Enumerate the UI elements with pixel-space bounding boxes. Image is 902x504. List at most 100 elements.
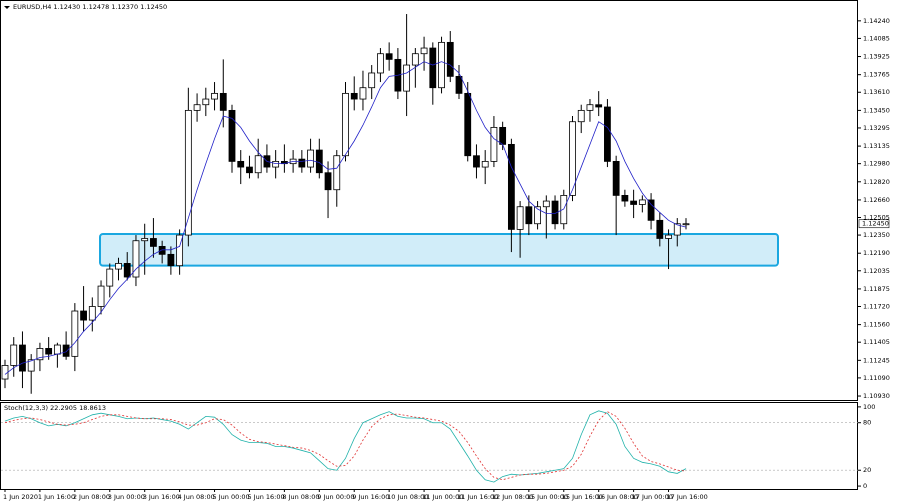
- y-tick-label: 1.11245: [863, 356, 890, 364]
- candle-body: [481, 160, 489, 168]
- candle-body: [604, 106, 611, 162]
- y-tick-label: 1.11560: [863, 321, 890, 329]
- stoch-frame: [0, 402, 858, 490]
- y-tick-label: 0: [863, 482, 867, 490]
- candle-body: [246, 166, 253, 174]
- y-tick-label: 1.11875: [863, 285, 890, 293]
- candle-body: [211, 92, 218, 100]
- candle-body: [385, 53, 393, 60]
- y-tick-label: 1.13450: [863, 106, 890, 114]
- x-tick-label: 16 Jun 08:00: [597, 493, 638, 501]
- y-tick-label: 100: [863, 403, 875, 411]
- candle-body: [202, 98, 210, 106]
- candle-body: [534, 206, 541, 225]
- candle-body: [219, 92, 227, 111]
- candle-body: [132, 240, 140, 278]
- candle-body: [438, 41, 445, 89]
- candle-body: [682, 223, 690, 226]
- candle-body: [158, 246, 166, 255]
- x-tick-label: 2 Jun 08:00: [73, 493, 110, 501]
- candle-body: [71, 310, 79, 357]
- candle-body: [473, 155, 480, 168]
- stoch-line: [4, 411, 687, 481]
- x-tick-label: 3 Jun 16:00: [143, 493, 180, 501]
- candle-body: [53, 344, 61, 355]
- x-tick-label: 8 Jun 08:00: [282, 493, 319, 501]
- candle-body: [411, 53, 419, 66]
- candle-body: [184, 109, 192, 236]
- candle-body: [455, 75, 463, 94]
- candle-body: [560, 194, 568, 225]
- x-tick-label: 9 Jun 16:00: [352, 493, 389, 501]
- candle-body: [673, 223, 681, 236]
- candle-body: [595, 104, 603, 108]
- y-tick-label: 1.13765: [863, 71, 890, 79]
- candle-body: [464, 92, 472, 157]
- candle-body: [307, 149, 314, 168]
- x-tick-label: 3 Jun 00:00: [108, 493, 145, 501]
- y-tick-label: 1.14085: [863, 34, 890, 42]
- x-tick-label: 15 Jun 00:00: [527, 493, 568, 501]
- y-tick-label: 1.10930: [863, 392, 890, 400]
- y-tick-label: 1.13610: [863, 88, 890, 96]
- y-tick-label: 1.11405: [863, 338, 890, 346]
- candle-body: [333, 155, 341, 191]
- y-tick-label: 1.12660: [863, 196, 890, 204]
- candle-body: [612, 160, 620, 196]
- menu-arrow[interactable]: [4, 6, 10, 9]
- candle-body: [359, 87, 367, 100]
- candle-body: [176, 234, 184, 267]
- y-tick-label: 1.13135: [863, 142, 890, 150]
- x-tick-label: 17 Jun 00:00: [632, 493, 673, 501]
- candle-body: [647, 199, 655, 221]
- y-tick-label: 1.12350: [863, 231, 890, 239]
- candle-body: [577, 109, 585, 123]
- candle-body: [123, 263, 131, 278]
- candle-body: [298, 158, 306, 168]
- last-price-box: [858, 219, 890, 229]
- x-tick-label: 5 Jun 16:00: [247, 493, 284, 501]
- y-tick-label: 1.11720: [863, 302, 890, 310]
- candle-body: [193, 104, 201, 111]
- candle-body: [630, 200, 638, 205]
- x-tick-label: 9 Jun 00:00: [317, 493, 354, 501]
- y-tick-label: 1.14240: [863, 17, 890, 25]
- candle-body: [167, 253, 175, 267]
- candle-body: [254, 155, 262, 174]
- candle-body: [36, 348, 44, 361]
- x-tick-label: 11 Jun 16:00: [457, 493, 498, 501]
- candle-body: [499, 126, 507, 145]
- candle-body: [420, 47, 428, 55]
- candle-body: [272, 160, 280, 168]
- candle-body: [429, 47, 437, 89]
- candle-body: [62, 344, 70, 357]
- x-tick-label: 10 Jun 08:00: [387, 493, 428, 501]
- x-tick-label: 11 Jun 00:00: [422, 493, 463, 501]
- x-tick-label: 12 Jun 08:00: [492, 493, 533, 501]
- candle-body: [368, 72, 376, 89]
- y-tick-label: 1.12820: [863, 178, 890, 186]
- moving-average: [4, 61, 687, 375]
- y-tick-label: 1.13925: [863, 53, 890, 61]
- y-tick-label: 1.12190: [863, 249, 890, 257]
- candle-body: [80, 310, 87, 321]
- candle-body: [542, 200, 550, 208]
- candle-body: [88, 306, 96, 321]
- x-tick-label: 1 Jun 16:00: [38, 493, 75, 501]
- candle-body: [106, 268, 114, 287]
- candle-body: [45, 348, 53, 355]
- candle-body: [656, 219, 664, 239]
- candle-body: [621, 194, 629, 202]
- candle-body: [27, 359, 35, 372]
- support-zone: [99, 232, 779, 267]
- candle-body: [324, 172, 332, 191]
- candle-body: [315, 149, 323, 174]
- x-tick-label: 15 Jun 16:00: [562, 493, 603, 501]
- candle-body: [342, 92, 349, 157]
- stoch-line: [4, 410, 687, 483]
- candle-body: [19, 344, 26, 372]
- candle-body: [665, 234, 672, 239]
- x-tick-label: 4 Jun 08:00: [178, 493, 215, 501]
- x-tick-label: 5 Jun 00:00: [213, 493, 250, 501]
